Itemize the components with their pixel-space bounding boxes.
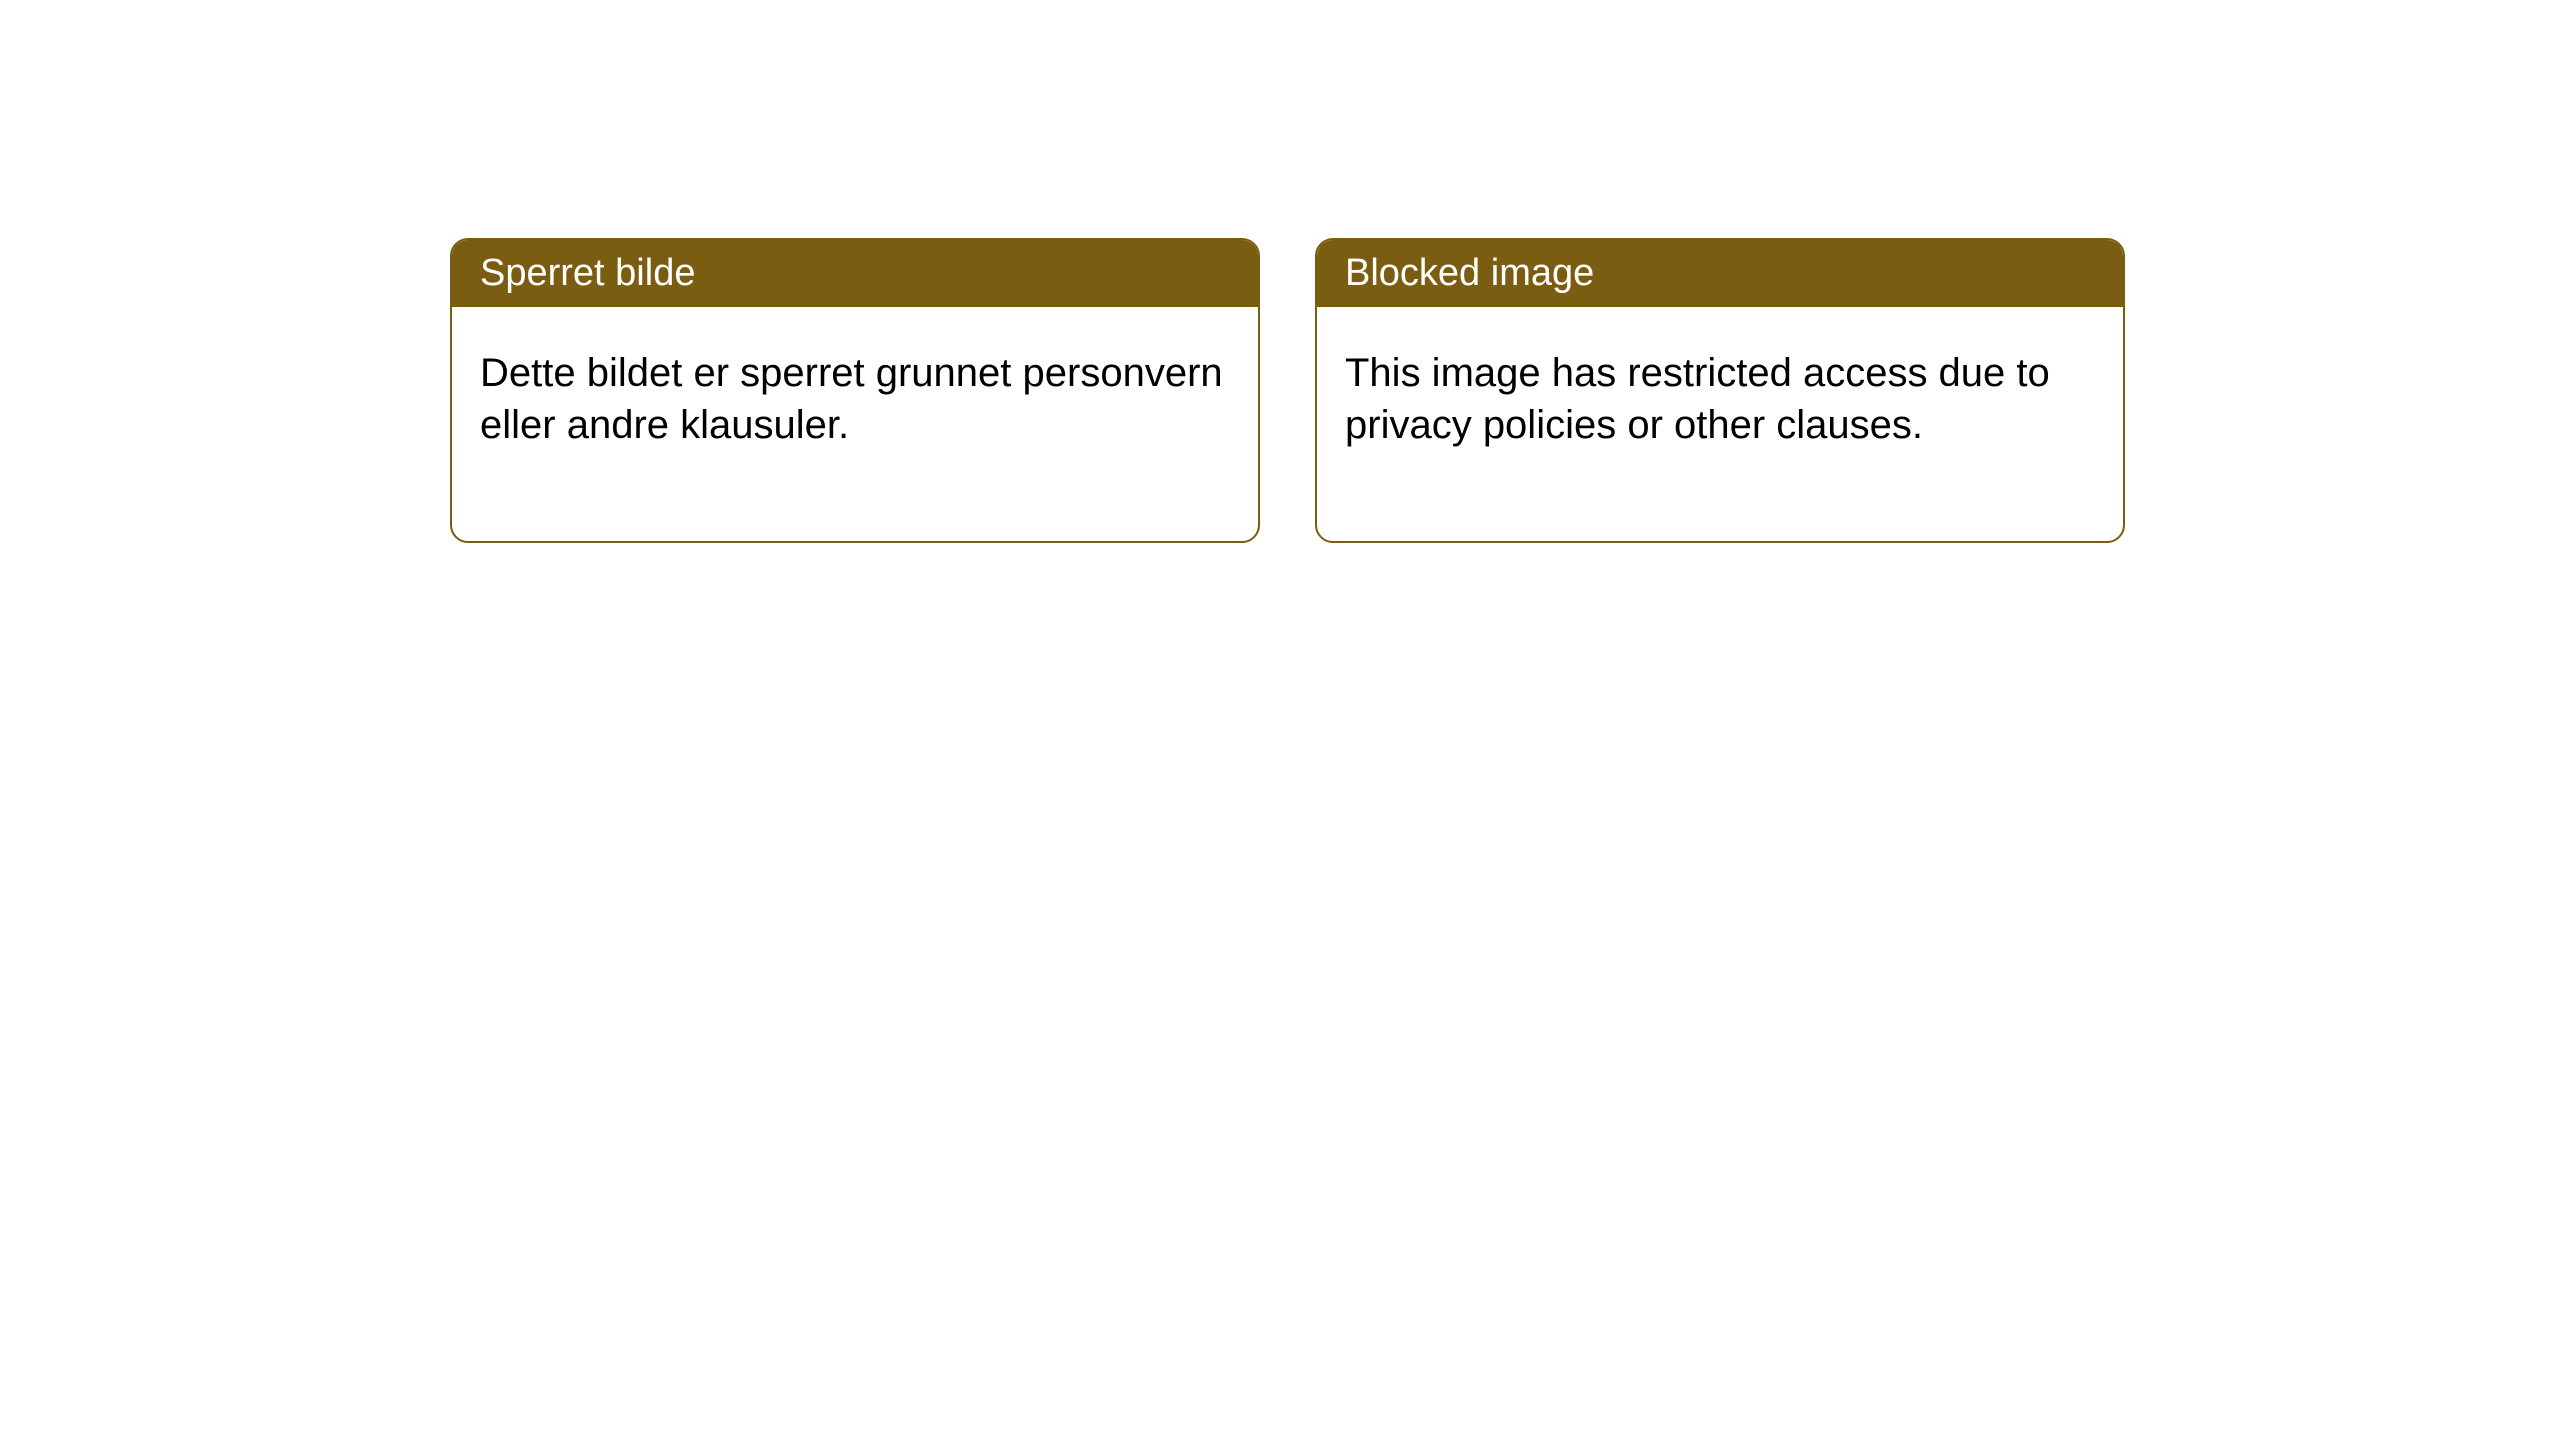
notice-card-norwegian: Sperret bilde Dette bildet er sperret gr… xyxy=(450,238,1260,543)
notice-cards-container: Sperret bilde Dette bildet er sperret gr… xyxy=(450,238,2125,543)
notice-body-norwegian: Dette bildet er sperret grunnet personve… xyxy=(452,307,1258,541)
notice-body-english: This image has restricted access due to … xyxy=(1317,307,2123,541)
notice-header-norwegian: Sperret bilde xyxy=(452,240,1258,307)
notice-header-english: Blocked image xyxy=(1317,240,2123,307)
notice-card-english: Blocked image This image has restricted … xyxy=(1315,238,2125,543)
